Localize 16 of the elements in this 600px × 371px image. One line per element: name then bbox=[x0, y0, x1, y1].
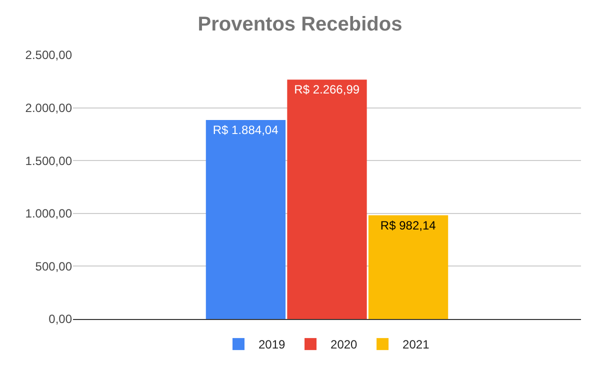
y-tick-label: 0,00 bbox=[48, 312, 72, 326]
data-label: R$ 982,14 bbox=[380, 218, 436, 232]
data-label: R$ 1.884,04 bbox=[212, 123, 279, 138]
bar bbox=[287, 80, 367, 319]
data-label: R$ 2.266,99 bbox=[294, 82, 360, 97]
legend-label: 2020 bbox=[330, 338, 358, 352]
y-tick-label: 1.000,00 bbox=[25, 206, 72, 221]
chart-title: Proventos Recebidos bbox=[198, 14, 402, 36]
legend-label: 2019 bbox=[258, 338, 286, 352]
y-tick-label: 1.500,00 bbox=[25, 154, 72, 168]
y-tick-label: 500,00 bbox=[35, 259, 72, 274]
bar bbox=[206, 120, 286, 319]
legend-label: 2021 bbox=[402, 338, 430, 352]
y-tick-label: 2.000,00 bbox=[25, 101, 72, 115]
bar bbox=[368, 215, 448, 319]
y-tick-label: 2.500,00 bbox=[25, 48, 72, 62]
